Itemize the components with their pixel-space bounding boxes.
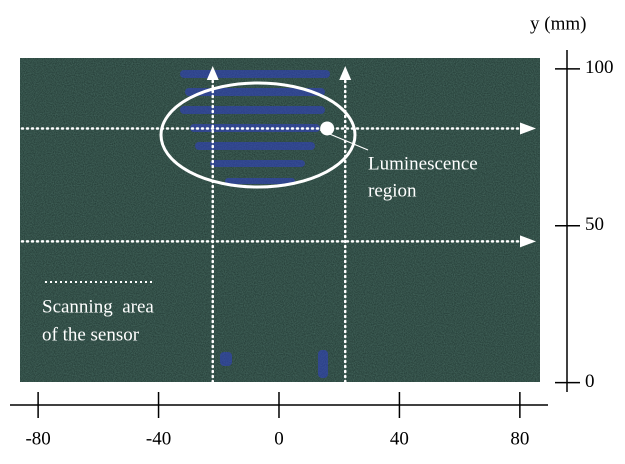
x-tick-label: 40 xyxy=(390,428,409,449)
annotation: Scanning area xyxy=(42,296,154,317)
luminescence-point xyxy=(320,121,334,135)
x-tick-label: 0 xyxy=(274,428,284,449)
y-tick-label: 0 xyxy=(585,371,595,392)
figure: Luminescence region Scanning area of the… xyxy=(0,0,625,464)
y-tick-label: 100 xyxy=(585,57,614,78)
annotation: of the sensor xyxy=(42,324,140,345)
x-tick-label: 80 xyxy=(510,428,529,449)
x-tick-label: -40 xyxy=(146,428,171,449)
annotation: region xyxy=(368,180,417,201)
y-axis-label: y (mm) xyxy=(530,13,586,34)
x-tick-label: -80 xyxy=(25,428,50,449)
y-tick-label: 50 xyxy=(585,214,604,235)
annotation: Luminescence xyxy=(368,153,478,174)
